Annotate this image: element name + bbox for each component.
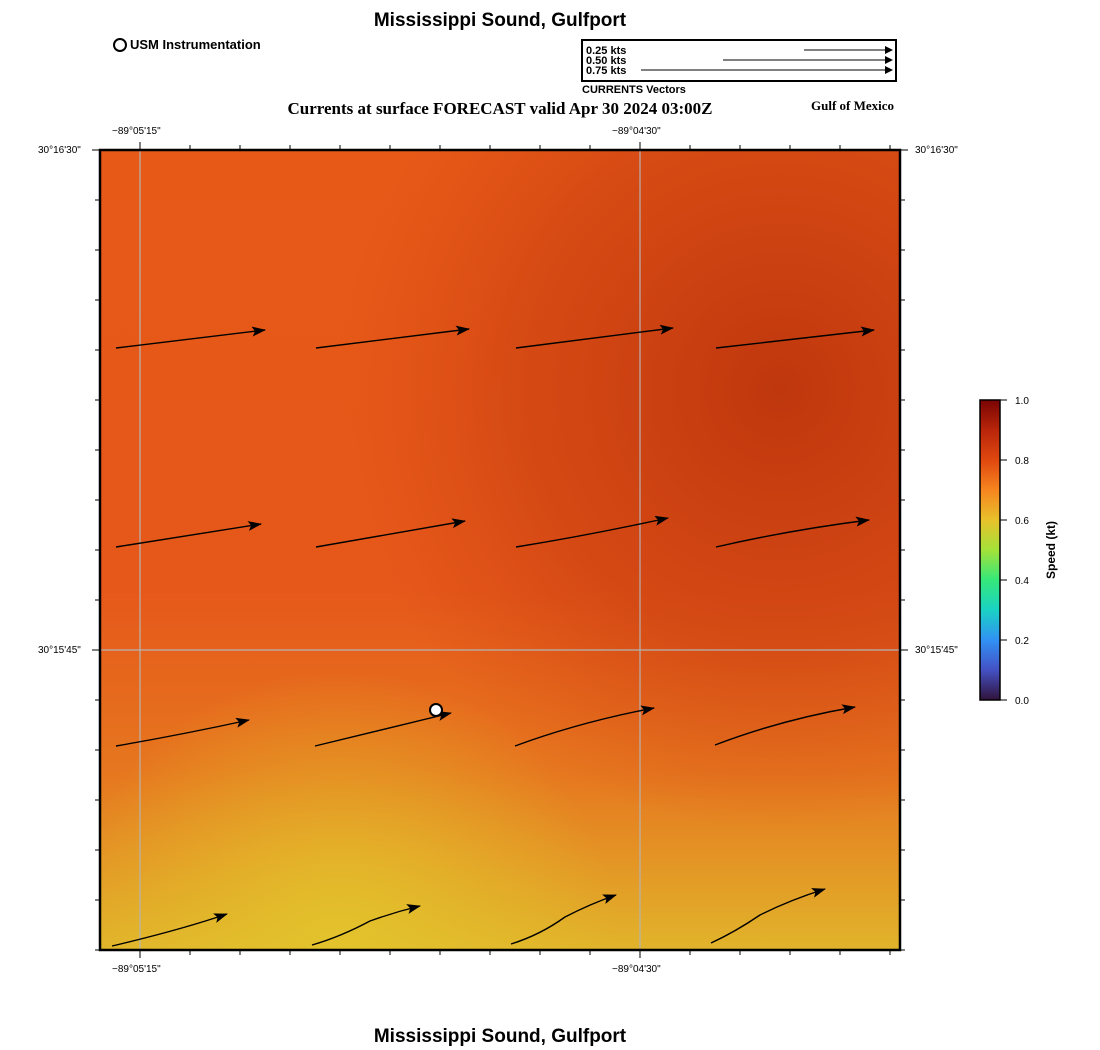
top-tick-label: −89°04'30" bbox=[612, 126, 661, 137]
vector-scale-label: 0.50 kts bbox=[586, 55, 627, 67]
vector-scale-arrows bbox=[641, 46, 893, 74]
right-tick-label: 30°16'30" bbox=[915, 145, 958, 156]
current-vector bbox=[311, 904, 421, 946]
station-legend: USM Instrumentation bbox=[113, 37, 261, 52]
current-vector bbox=[315, 325, 470, 349]
current-vector bbox=[714, 704, 856, 746]
vector-scale-label: 0.25 kts bbox=[586, 45, 627, 57]
current-vector bbox=[515, 515, 669, 548]
bottom-tick-label: −89°04'30" bbox=[612, 964, 661, 975]
station-legend-label: USM Instrumentation bbox=[130, 37, 261, 52]
current-vector bbox=[115, 717, 250, 747]
colorbar-tick-label: 1.0 bbox=[1015, 396, 1029, 407]
speed-field-low bbox=[100, 150, 900, 950]
station-marker-icon bbox=[113, 37, 127, 52]
colorbar-tick-label: 0.0 bbox=[1015, 696, 1029, 707]
colorbar-tick-label: 0.6 bbox=[1015, 516, 1029, 527]
usm-station-marker[interactable] bbox=[429, 703, 443, 717]
colorbar-tick-label: 0.2 bbox=[1015, 636, 1029, 647]
current-vector bbox=[715, 326, 875, 349]
left-tick-label: 30°16'30" bbox=[38, 145, 81, 156]
bottom-tick-label: −89°05'15" bbox=[112, 964, 161, 975]
forecast-subtitle: Currents at surface FORECAST valid Apr 3… bbox=[287, 99, 713, 118]
current-vector bbox=[111, 913, 228, 947]
top-tick-label: −89°05'15" bbox=[112, 126, 161, 137]
footer-title: Mississippi Sound, Gulfport bbox=[373, 1026, 627, 1047]
colorbar-ticks bbox=[1000, 399, 1007, 701]
frame-ticks bbox=[92, 142, 908, 958]
colorbar-label: Speed (kt) bbox=[1044, 521, 1058, 579]
current-vector bbox=[515, 324, 674, 349]
map-title: Mississippi Sound, Gulfport bbox=[373, 10, 627, 31]
current-vector bbox=[115, 521, 262, 548]
colorbar-tick-label: 0.8 bbox=[1015, 456, 1029, 467]
current-vector bbox=[315, 518, 466, 548]
speed-colorbar bbox=[979, 399, 1001, 701]
vector-scale-caption: CURRENTS Vectors bbox=[582, 84, 686, 96]
graticule bbox=[100, 150, 900, 950]
current-vector bbox=[715, 516, 870, 548]
region-label: Gulf of Mexico bbox=[811, 98, 895, 113]
left-tick-label: 30°15'45" bbox=[38, 645, 81, 656]
vector-scale-box: 0.25 kts 0.50 kts 0.75 kts bbox=[581, 39, 897, 82]
current-vector bbox=[514, 705, 655, 747]
current-vector bbox=[115, 326, 266, 349]
colorbar-tick-label: 0.4 bbox=[1015, 576, 1029, 587]
current-vector bbox=[710, 888, 826, 944]
vector-scale-label: 0.75 kts bbox=[586, 65, 627, 77]
right-tick-label: 30°15'45" bbox=[915, 645, 958, 656]
current-vector bbox=[510, 894, 617, 945]
